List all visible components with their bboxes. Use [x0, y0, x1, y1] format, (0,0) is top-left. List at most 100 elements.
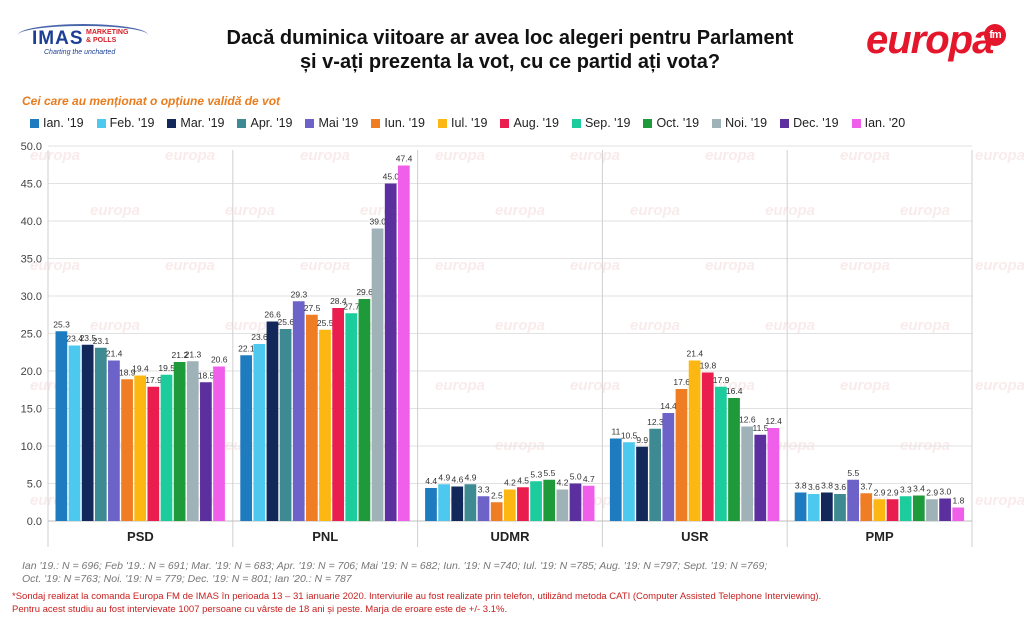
data-label: 3.6	[808, 482, 820, 492]
watermark-text: europa	[90, 317, 140, 334]
data-label: 47.4	[396, 154, 413, 164]
watermark-text: europa	[30, 377, 80, 394]
data-label: 29.6	[356, 287, 373, 297]
data-label: 4.9	[438, 472, 450, 482]
bar-psd-9	[173, 362, 186, 521]
bar-psd-4	[108, 360, 120, 521]
methodology-note: *Sondaj realizat la comanda Europa FM de…	[12, 590, 1012, 616]
data-label: 19.5	[158, 363, 175, 373]
bar-usr-1	[623, 442, 635, 521]
data-label: 16.4	[726, 386, 743, 396]
bar-pmp-3	[834, 494, 846, 521]
legend-swatch	[500, 118, 510, 128]
bar-psd-8	[160, 374, 173, 521]
y-tick-label: 50.0	[21, 141, 42, 153]
legend-swatch	[30, 118, 39, 128]
bar-psd-2	[81, 344, 94, 521]
bar-usr-4	[662, 413, 675, 521]
data-label: 2.9	[887, 487, 899, 497]
data-label: 10.5	[621, 430, 638, 440]
data-label: 4.2	[557, 478, 569, 488]
legend-item: Aug. '19	[500, 114, 559, 132]
bar-pmp-5	[860, 493, 873, 521]
chart-legend: Ian. '19 Feb. '19 Mar. '19 Apr. '19 Mai '19 I…	[30, 114, 1010, 132]
data-label: 4.2	[504, 478, 516, 488]
data-label: 21.3	[185, 349, 202, 359]
bar-pmp-12	[952, 507, 965, 521]
bar-pnl-11	[384, 183, 397, 521]
data-label: 4.9	[465, 472, 477, 482]
watermark-text: europa	[840, 147, 890, 164]
legend-label: Aug. '19	[513, 116, 559, 130]
legend-swatch	[96, 118, 106, 128]
bar-pmp-4	[847, 479, 859, 521]
legend-label: Iun. '19	[384, 116, 426, 130]
legend-item: Feb. '19	[96, 114, 154, 132]
bar-pnl-2	[266, 321, 279, 521]
watermark-text: europa	[165, 257, 215, 274]
data-label: 26.6	[264, 310, 281, 320]
sample-size-note: Ian '19.: N = 696; Feb '19.: N = 691; Ma…	[22, 560, 922, 586]
watermark-text: europa	[630, 317, 680, 334]
legend-swatch	[237, 118, 247, 128]
y-tick-label: 30.0	[21, 291, 42, 303]
x-category-label: PMP	[866, 529, 895, 544]
watermark-text: europa	[765, 317, 815, 334]
y-tick-label: 35.0	[21, 254, 42, 266]
europa-fm-logo: europa fm	[866, 18, 1006, 63]
bar-pnl-10	[371, 228, 384, 521]
data-label: 20.6	[211, 355, 228, 365]
bar-usr-7	[701, 372, 714, 521]
y-tick-label: 15.0	[21, 404, 42, 416]
watermark-text: europa	[840, 377, 890, 394]
bar-udmr-9	[543, 479, 556, 521]
bar-udmr-7	[517, 487, 529, 521]
imas-logo-text: IMAS	[32, 28, 84, 49]
y-tick-label: 10.0	[21, 441, 42, 453]
bar-usr-5	[675, 389, 688, 521]
y-tick-label: 0.0	[27, 516, 42, 528]
bar-pmp-0	[794, 492, 807, 521]
bar-udmr-8	[530, 481, 542, 521]
bar-pmp-10	[926, 499, 938, 521]
data-label: 3.8	[821, 481, 833, 491]
sample-size-line2: Oct. '19: N =763; Noi. '19: N = 779; Dec…	[22, 573, 352, 585]
data-label: 5.0	[570, 472, 582, 482]
data-label: 21.4	[687, 349, 704, 359]
bar-udmr-10	[556, 489, 569, 521]
watermark-text: europa	[90, 202, 140, 219]
data-label: 4.7	[583, 474, 595, 484]
data-label: 5.5	[847, 468, 859, 478]
chart-title-line2: și v-ați prezenta la vot, cu ce partid a…	[299, 51, 721, 73]
x-category-label: USR	[681, 529, 709, 544]
data-label: 17.6	[673, 377, 690, 387]
watermark-text: europa	[570, 257, 620, 274]
watermark-text: europa	[225, 202, 275, 219]
bar-pmp-8	[899, 496, 912, 521]
watermark-text: europa	[900, 317, 950, 334]
bar-psd-12	[213, 366, 225, 521]
data-label: 27.5	[304, 303, 321, 313]
bar-pnl-5	[305, 314, 318, 521]
methodology-line2: Pentru acest studiu au fost intervievate…	[12, 604, 508, 615]
imas-logo-tag: MARKETING & POLLS	[86, 29, 128, 45]
europa-fm-logo-badge: fm	[984, 24, 1006, 46]
legend-item: Sep. '19	[571, 114, 630, 132]
bar-udmr-3	[464, 484, 477, 521]
chart-subtitle: Cei care au menționat o opțiune validă d…	[22, 94, 281, 108]
data-label: 25.5	[317, 318, 334, 328]
legend-label: Apr. '19	[250, 116, 293, 130]
watermark-text: europa	[840, 257, 890, 274]
data-label: 45.0	[383, 172, 400, 182]
data-label: 9.9	[636, 435, 648, 445]
watermark-text: europa	[705, 257, 755, 274]
data-label: 12.6	[739, 415, 756, 425]
data-label: 19.8	[700, 361, 717, 371]
legend-item: Oct. '19	[643, 114, 699, 132]
legend-swatch	[167, 118, 177, 128]
data-label: 5.3	[530, 469, 542, 479]
watermark-text: europa	[435, 257, 485, 274]
bar-chart: europa europa europa europa europa europa euro…	[21, 141, 1024, 547]
data-label: 25.6	[278, 317, 295, 327]
bar-udmr-2	[451, 486, 464, 521]
